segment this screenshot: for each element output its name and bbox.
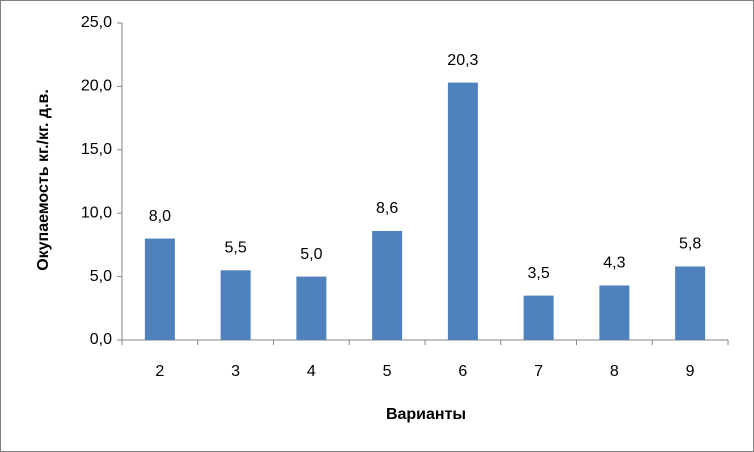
y-tick-label: 15,0 xyxy=(81,141,112,158)
x-tick-label: 9 xyxy=(686,363,695,380)
bar xyxy=(296,276,327,340)
bar xyxy=(144,238,175,340)
value-label: 5,8 xyxy=(679,236,701,253)
value-label: 3,5 xyxy=(528,265,550,282)
y-tick-label: 10,0 xyxy=(81,204,112,221)
value-label: 5,5 xyxy=(225,239,247,256)
y-tick-label: 25,0 xyxy=(81,14,112,31)
x-tick-label: 7 xyxy=(534,363,543,380)
value-label: 8,0 xyxy=(149,208,171,225)
bar xyxy=(523,295,554,340)
x-tick-label: 6 xyxy=(458,363,467,380)
x-tick-label: 3 xyxy=(231,363,240,380)
value-label: 8,6 xyxy=(376,200,398,217)
y-tick-label: 5,0 xyxy=(90,268,112,285)
y-tick-label: 0,0 xyxy=(90,331,112,348)
x-axis-title: Варианты xyxy=(386,406,466,423)
y-axis-title: Окупаемость кг./кг. д.в. xyxy=(35,89,52,271)
bar xyxy=(372,230,403,340)
x-tick-label: 4 xyxy=(307,363,316,380)
bar xyxy=(599,285,630,340)
bar xyxy=(675,266,706,340)
x-tick-label: 5 xyxy=(383,363,392,380)
bar xyxy=(220,270,251,340)
x-tick-label: 2 xyxy=(155,363,164,380)
value-label: 20,3 xyxy=(447,52,478,69)
bar xyxy=(447,82,478,340)
value-label: 5,0 xyxy=(300,246,322,263)
value-label: 4,3 xyxy=(603,255,625,272)
y-tick-label: 20,0 xyxy=(81,78,112,95)
x-tick-label: 8 xyxy=(610,363,619,380)
